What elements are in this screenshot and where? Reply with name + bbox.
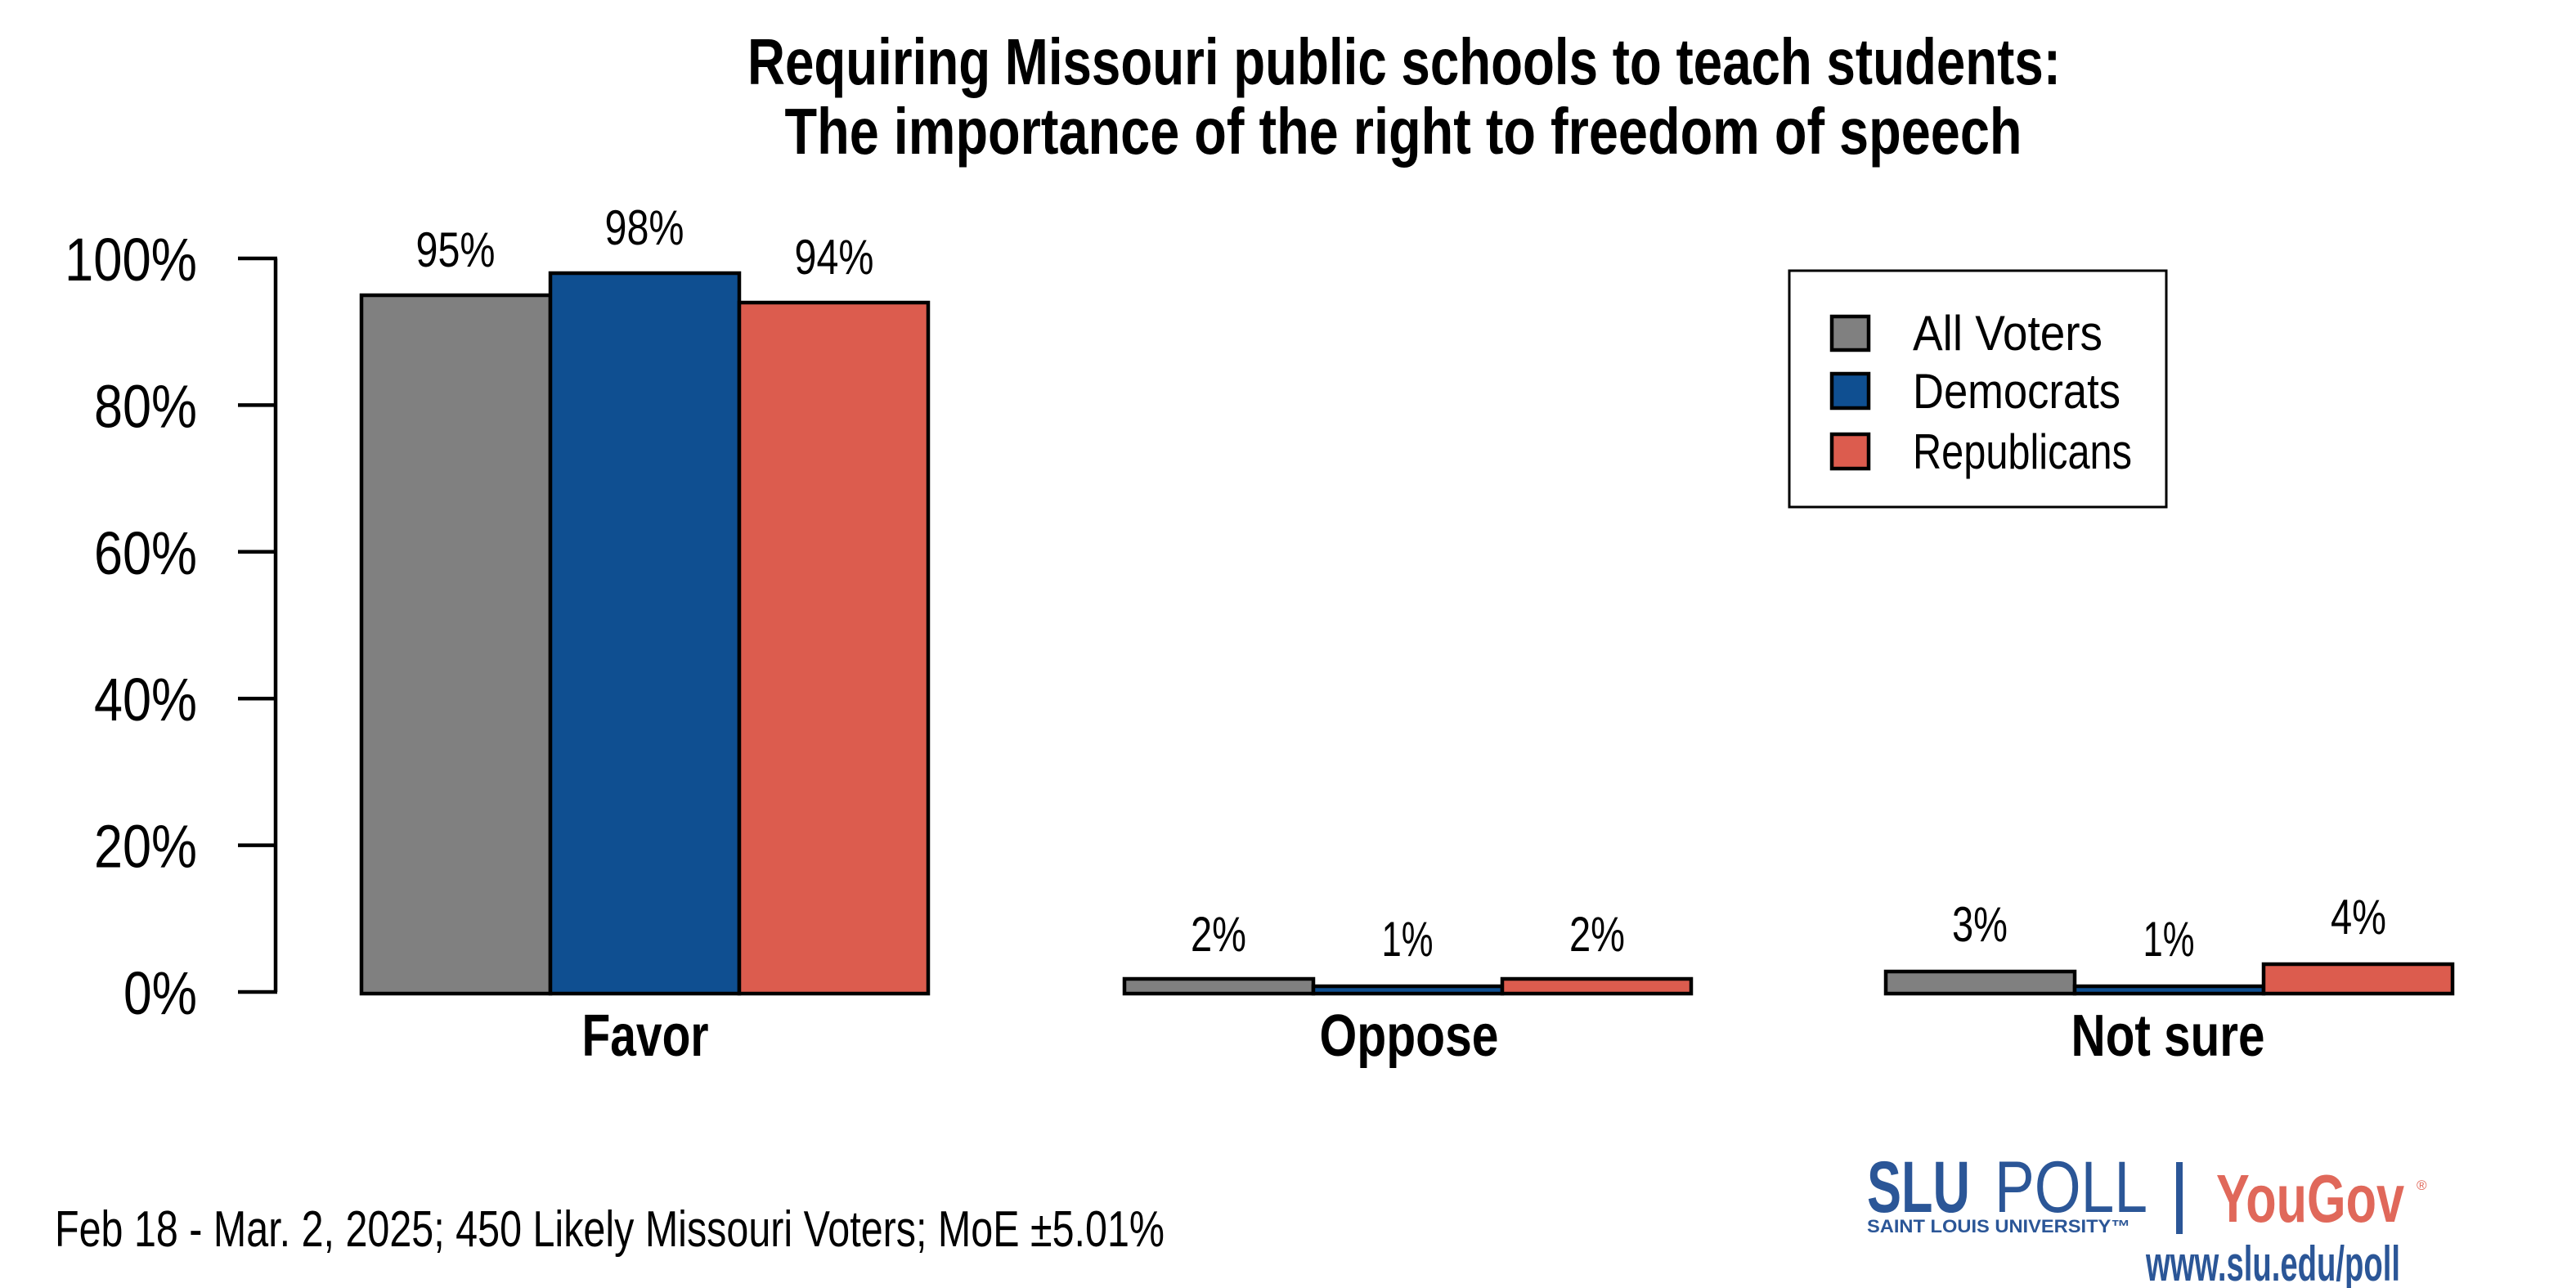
svg-text:Not sure: Not sure [2071, 1003, 2265, 1069]
svg-text:Republicans: Republicans [1913, 424, 2132, 479]
svg-text:www.slu.edu/poll: www.slu.edu/poll [2145, 1236, 2400, 1288]
svg-text:POLL: POLL [1995, 1146, 2147, 1227]
svg-text:20%: 20% [94, 813, 197, 881]
svg-text:YouGov: YouGov [2216, 1160, 2404, 1236]
svg-text:®: ® [2417, 1178, 2427, 1193]
svg-text:95%: 95% [416, 222, 496, 277]
svg-text:3%: 3% [1952, 897, 2008, 952]
svg-text:SAINT LOUIS UNIVERSITY™: SAINT LOUIS UNIVERSITY™ [1867, 1216, 2130, 1236]
svg-text:60%: 60% [94, 519, 197, 587]
svg-text:Oppose: Oppose [1320, 1003, 1499, 1069]
svg-text:1%: 1% [2143, 912, 2195, 967]
svg-text:Favor: Favor [582, 1003, 709, 1069]
svg-text:All Voters: All Voters [1913, 306, 2103, 361]
svg-text:Democrats: Democrats [1913, 364, 2120, 419]
svg-text:0%: 0% [123, 959, 197, 1027]
svg-text:80%: 80% [94, 372, 197, 440]
svg-text:2%: 2% [1569, 907, 1625, 962]
svg-text:2%: 2% [1191, 907, 1246, 962]
svg-text:98%: 98% [605, 200, 684, 255]
svg-text:94%: 94% [795, 230, 874, 285]
svg-text:40%: 40% [94, 666, 197, 734]
svg-text:SLU: SLU [1867, 1146, 1970, 1227]
svg-text:The importance of the right to: The importance of the right to freedom o… [785, 95, 2022, 168]
svg-text:100%: 100% [65, 226, 197, 294]
svg-text:Requiring Missouri public scho: Requiring Missouri public schools to tea… [747, 25, 2061, 98]
svg-text:Feb 18 - Mar. 2, 2025; 450 Lik: Feb 18 - Mar. 2, 2025; 450 Likely Missou… [55, 1201, 1165, 1258]
svg-text:1%: 1% [1382, 912, 1434, 967]
svg-text:4%: 4% [2331, 890, 2386, 945]
